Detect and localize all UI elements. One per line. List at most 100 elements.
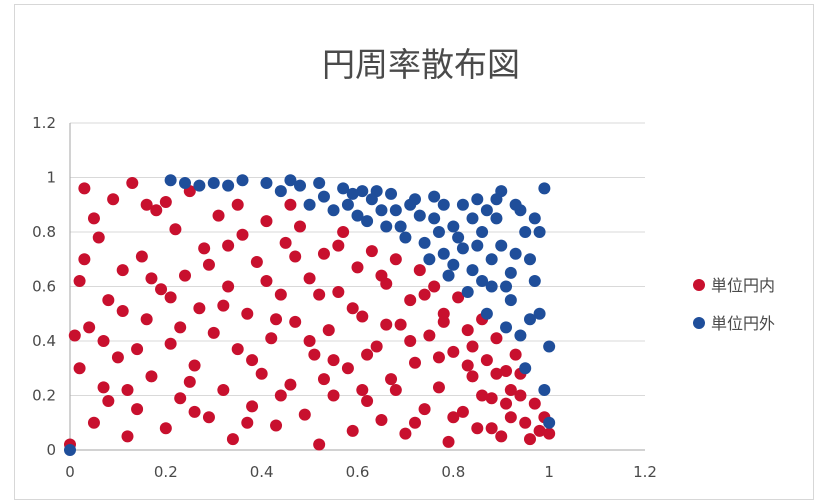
data-point — [322, 324, 335, 337]
data-point — [274, 288, 287, 301]
data-point — [212, 209, 225, 222]
data-point — [466, 370, 479, 383]
data-point — [92, 231, 105, 244]
data-point — [533, 226, 546, 238]
data-point — [356, 185, 369, 198]
data-point — [241, 416, 254, 429]
data-point — [337, 226, 350, 238]
data-point — [524, 433, 536, 446]
data-point — [102, 394, 115, 407]
data-point — [202, 411, 215, 424]
data-point — [524, 253, 536, 266]
data-point — [317, 373, 330, 386]
data-point — [241, 307, 254, 320]
y-tick-label: 0.8 — [32, 223, 56, 241]
data-point — [164, 291, 177, 304]
data-point — [341, 362, 354, 375]
chart-frame: 円周率散布図 0 0.2 0.4 0.6 0.8 1 1.2 0 0.2 0.4 0.6 0.8 1 1.… — [14, 4, 814, 500]
data-point — [437, 315, 450, 328]
legend-label: 単位円外 — [711, 314, 775, 333]
data-point — [279, 236, 292, 249]
y-tick-label: 1.2 — [32, 114, 56, 132]
data-point — [404, 335, 417, 347]
scatter-chart: 円周率散布図 0 0.2 0.4 0.6 0.8 1 1.2 0 0.2 0.4 0.6 0.8 1 1.… — [32, 45, 775, 481]
data-point — [236, 228, 249, 241]
data-point — [308, 348, 321, 361]
data-point — [485, 392, 498, 405]
data-point — [533, 307, 546, 320]
data-point — [155, 283, 168, 296]
data-point — [341, 198, 354, 211]
data-point — [140, 198, 153, 211]
data-point — [64, 444, 76, 456]
data-point — [250, 255, 263, 268]
data-point — [289, 250, 302, 263]
data-point — [150, 204, 163, 217]
data-point — [246, 354, 259, 367]
x-tick-label: 0 — [65, 463, 75, 481]
data-point — [179, 269, 191, 282]
data-point — [260, 215, 273, 228]
data-point — [298, 408, 311, 421]
data-point — [500, 280, 513, 293]
data-point — [500, 321, 513, 334]
data-point — [476, 226, 489, 238]
data-point — [385, 373, 398, 386]
data-point — [380, 220, 393, 233]
data-point — [490, 332, 503, 345]
data-point — [385, 187, 398, 200]
y-tick-label: 1 — [46, 169, 56, 187]
data-point — [174, 321, 187, 334]
data-point — [313, 176, 326, 189]
data-point — [284, 198, 297, 211]
data-point — [394, 220, 407, 233]
data-point — [456, 242, 469, 255]
data-point — [87, 212, 100, 225]
data-point — [418, 288, 431, 301]
data-point — [131, 403, 144, 416]
data-point — [375, 414, 388, 427]
data-point — [452, 231, 465, 244]
data-point — [303, 272, 316, 285]
data-point — [538, 384, 551, 397]
data-point — [413, 209, 426, 222]
data-point — [504, 294, 517, 307]
data-point — [222, 179, 235, 192]
data-point — [351, 261, 364, 274]
data-point — [202, 258, 215, 271]
data-point — [447, 258, 460, 271]
data-point — [476, 389, 489, 402]
data-point — [313, 288, 326, 301]
data-point — [87, 416, 100, 429]
data-point — [519, 362, 532, 375]
axes: 0 0.2 0.4 0.6 0.8 1 1.2 0 0.2 0.4 0.6 0.8 1 1.2 — [32, 114, 657, 481]
data-point — [471, 422, 484, 435]
data-point — [480, 307, 493, 320]
data-point — [289, 315, 302, 328]
y-tick-label: 0 — [46, 441, 56, 459]
data-point — [159, 196, 172, 209]
data-point — [476, 275, 489, 288]
data-point — [255, 367, 268, 380]
data-point — [107, 193, 120, 206]
data-point — [317, 247, 330, 260]
data-point — [303, 198, 316, 211]
data-point — [145, 272, 158, 285]
legend-marker — [693, 317, 705, 329]
data-point — [231, 343, 244, 356]
data-point — [490, 193, 503, 206]
data-point — [461, 324, 474, 337]
data-point — [327, 389, 340, 402]
data-point — [466, 264, 479, 277]
data-point — [164, 337, 177, 350]
y-tick-label: 0.6 — [32, 278, 56, 296]
data-point — [528, 212, 541, 225]
data-point — [346, 187, 359, 200]
data-point — [423, 253, 436, 266]
data-point — [145, 370, 158, 383]
data-point — [428, 280, 441, 293]
data-point — [83, 321, 96, 334]
x-tick-label: 0.8 — [441, 463, 465, 481]
data-point — [226, 433, 239, 446]
